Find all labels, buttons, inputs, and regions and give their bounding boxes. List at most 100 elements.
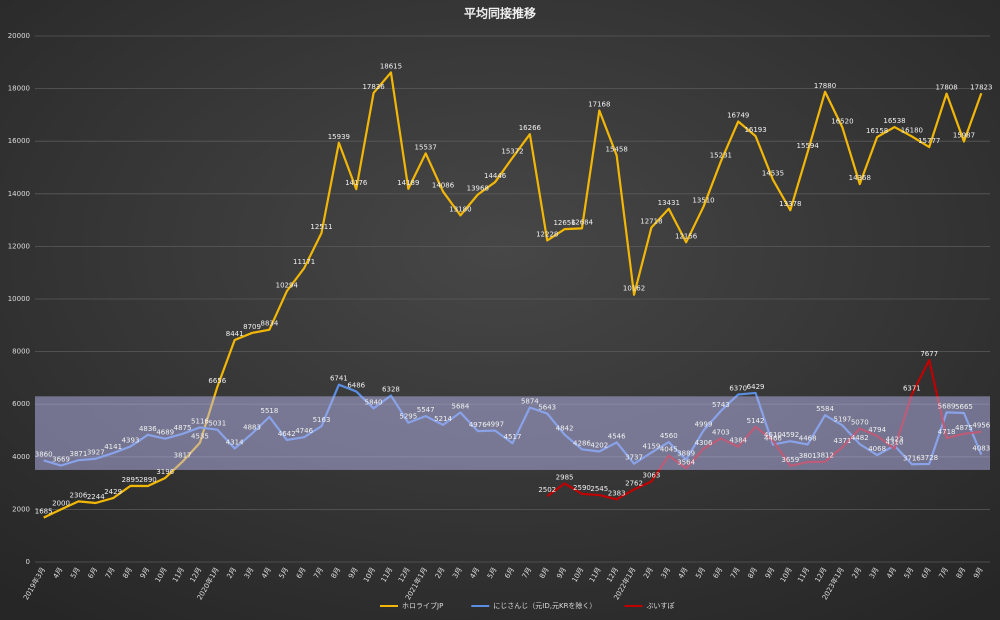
data-label: 2590 [573, 484, 591, 492]
data-label: 4842 [556, 425, 574, 433]
data-label: 12656 [553, 219, 576, 227]
data-label: 14176 [345, 179, 368, 187]
data-label: 2000 [52, 499, 70, 507]
data-label: 2306 [69, 491, 87, 499]
data-label: 13378 [779, 200, 801, 208]
legend-label: ホロライブJP [402, 601, 443, 610]
y-tick-label: 0 [26, 558, 30, 566]
data-label: 15231 [710, 151, 732, 159]
data-label: 5874 [521, 398, 539, 406]
data-label: 3812 [816, 452, 834, 460]
data-label: 3817 [174, 452, 192, 460]
data-label: 12228 [536, 230, 558, 238]
legend-label: ぶいすぽ [646, 602, 674, 610]
data-label: 4560 [660, 432, 678, 440]
data-label: 4314 [226, 439, 244, 447]
data-label: 8441 [226, 330, 244, 338]
data-label: 3669 [52, 456, 70, 464]
y-tick-label: 6000 [12, 400, 30, 408]
data-label: 6429 [747, 383, 765, 391]
data-label: 8709 [243, 323, 261, 331]
data-label: 3196 [156, 468, 174, 476]
data-label: 4875 [174, 424, 192, 432]
y-tick-label: 16000 [8, 137, 30, 145]
chart-title: 平均同接推移 [464, 6, 536, 21]
data-label: 3871 [69, 450, 87, 458]
data-label: 4482 [851, 434, 869, 442]
data-label: 4875 [955, 424, 973, 432]
data-label: 3801 [799, 452, 817, 460]
data-label: 4384 [729, 437, 747, 445]
data-label: 4466 [764, 435, 782, 443]
data-label: 3564 [677, 458, 695, 466]
data-label: 4045 [660, 446, 678, 454]
data-label: 15594 [797, 142, 820, 150]
data-label: 4997 [486, 421, 504, 429]
data-label: 3737 [625, 454, 643, 462]
y-tick-label: 14000 [8, 190, 30, 198]
data-label: 4202 [590, 441, 608, 449]
data-label: 4703 [712, 428, 730, 436]
data-label: 4159 [642, 443, 660, 451]
data-label: 15537 [415, 143, 437, 151]
data-label: 5163 [313, 416, 331, 424]
y-tick-label: 8000 [12, 348, 30, 356]
data-label: 1685 [35, 508, 53, 516]
data-label: 4310 [886, 439, 904, 447]
legend-label: にじさんじ（元ID,元KRを除く） [493, 601, 596, 610]
data-label: 2545 [590, 485, 608, 493]
data-label: 17836 [362, 83, 385, 91]
data-label: 2985 [556, 473, 574, 481]
data-label: 2895 [122, 476, 140, 484]
data-label: 4592 [781, 431, 799, 439]
y-tick-label: 10000 [8, 295, 30, 303]
data-label: 16193 [744, 126, 766, 134]
data-label: 3728 [920, 454, 938, 462]
data-label: 5197 [833, 415, 851, 423]
data-label: 13180 [449, 205, 471, 213]
data-label: 14086 [432, 182, 455, 190]
data-label: 12718 [640, 218, 662, 226]
highlight-band [35, 396, 990, 470]
data-label: 12511 [310, 223, 332, 231]
data-label: 4517 [504, 433, 522, 441]
y-tick-label: 12000 [8, 242, 30, 250]
data-label: 6328 [382, 386, 400, 394]
data-label: 15987 [953, 132, 975, 140]
data-label: 6656 [208, 377, 226, 385]
data-label: 15939 [328, 133, 350, 141]
data-label: 5684 [451, 403, 469, 411]
data-label: 5584 [816, 405, 834, 413]
data-label: 4689 [156, 429, 174, 437]
data-label: 4068 [868, 445, 886, 453]
data-label: 16158 [866, 127, 888, 135]
data-label: 13431 [658, 199, 680, 207]
data-label: 6741 [330, 375, 348, 383]
data-label: 15777 [918, 137, 940, 145]
data-label: 5689 [938, 402, 956, 410]
data-label: 4999 [695, 421, 713, 429]
data-label: 5743 [712, 401, 730, 409]
data-label: 6371 [903, 384, 921, 392]
data-label: 4083 [972, 445, 990, 453]
data-label: 4286 [573, 439, 591, 447]
data-label: 5116 [191, 417, 209, 425]
data-label: 5031 [208, 420, 226, 428]
data-label: 7677 [920, 350, 938, 358]
data-label: 14446 [484, 172, 507, 180]
data-label: 5840 [365, 398, 383, 406]
data-label: 4393 [122, 436, 140, 444]
data-label: 17168 [588, 100, 610, 108]
data-label: 6486 [347, 381, 365, 389]
y-tick-label: 2000 [12, 505, 30, 513]
data-label: 10162 [623, 285, 645, 293]
data-label: 5547 [417, 406, 435, 414]
data-label: 13510 [692, 197, 714, 205]
data-label: 15458 [606, 145, 628, 153]
data-label: 3860 [35, 450, 53, 458]
data-label: 17823 [970, 83, 992, 91]
data-label: 3716 [903, 454, 921, 462]
data-label: 16520 [831, 118, 853, 126]
data-label: 4535 [191, 433, 209, 441]
